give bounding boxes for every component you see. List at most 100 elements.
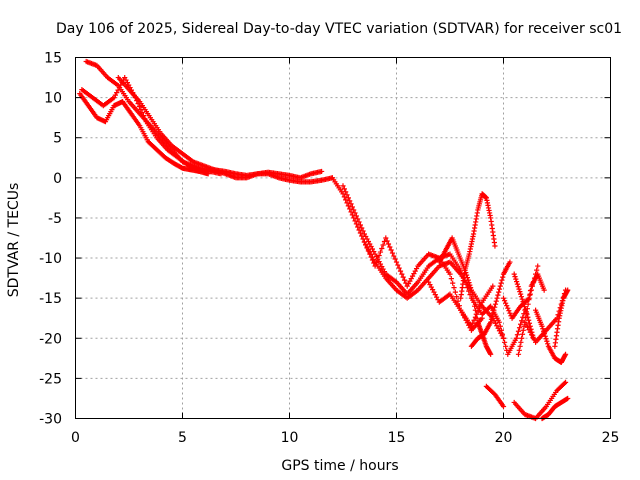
data-point: [383, 235, 389, 241]
series-arc-6: [340, 183, 485, 317]
plot-frame: [75, 57, 611, 419]
y-tick-label: -5: [48, 211, 62, 227]
data-point: [519, 318, 525, 324]
data-point: [344, 192, 350, 198]
data-point: [399, 271, 405, 277]
data-point: [516, 325, 523, 331]
data-point: [384, 238, 390, 244]
series-arc-10: [458, 191, 498, 301]
data-point: [490, 283, 496, 289]
series-arc-4: [115, 74, 325, 181]
data-point: [466, 288, 472, 294]
data-point: [544, 338, 550, 344]
data-point: [139, 110, 145, 116]
data-point: [367, 251, 373, 257]
y-axis-label: SDTVAR / TECUs: [6, 183, 22, 298]
x-tick-label: 15: [388, 430, 406, 446]
data-point: [347, 198, 353, 204]
x-tick-label: 10: [281, 430, 299, 446]
data-point: [476, 305, 483, 311]
data-point: [514, 279, 520, 285]
data-point: [136, 104, 143, 110]
data-point: [501, 339, 508, 345]
data-point: [385, 241, 392, 247]
data-point: [478, 302, 484, 308]
data-point: [517, 289, 523, 295]
data-point: [518, 339, 524, 345]
y-tick-label: 0: [53, 171, 62, 187]
data-point: [488, 319, 494, 325]
data-point: [516, 286, 522, 292]
data-points: [77, 58, 571, 422]
data-point: [526, 297, 532, 303]
data-point: [517, 343, 523, 349]
y-tick-label: 15: [44, 51, 62, 67]
data-point: [518, 291, 524, 297]
data-point: [357, 230, 363, 236]
data-point: [351, 207, 357, 213]
data-point: [377, 249, 384, 255]
data-point: [507, 310, 513, 316]
data-point: [468, 287, 474, 293]
data-point: [344, 200, 350, 206]
y-tick-label: 5: [53, 131, 62, 147]
data-point: [365, 248, 372, 254]
data-point: [515, 328, 522, 334]
series-arc-18: [483, 383, 507, 410]
series-arc-9: [436, 235, 494, 357]
data-point: [506, 308, 512, 314]
data-point: [343, 189, 349, 195]
x-tick-label: 25: [602, 430, 620, 446]
data-point: [565, 287, 571, 293]
y-tick-label: -25: [39, 371, 62, 387]
data-point: [497, 323, 503, 329]
series-arc-14: [511, 271, 537, 341]
data-point: [472, 303, 478, 309]
data-point: [565, 395, 571, 402]
data-point: [499, 331, 506, 337]
data-point: [488, 316, 495, 322]
data-point: [373, 259, 380, 266]
data-point: [470, 295, 476, 301]
data-point: [514, 281, 521, 287]
data-point: [392, 256, 398, 262]
series-arc-21: [552, 287, 571, 349]
data-point: [395, 262, 401, 268]
data-point: [496, 289, 502, 295]
data-point: [513, 335, 519, 341]
data-point: [511, 271, 517, 277]
series-arc-16: [533, 307, 569, 365]
data-point: [541, 287, 547, 293]
x-tick-label: 20: [495, 430, 513, 446]
data-point: [545, 341, 551, 347]
x-tick-labels: 0 5 10 15 20 25: [71, 430, 619, 446]
data-point: [534, 267, 540, 273]
data-point: [448, 276, 454, 282]
data-point: [497, 283, 503, 289]
data-point: [341, 186, 347, 192]
data-point: [535, 263, 541, 269]
data-point: [500, 274, 506, 280]
data-point: [503, 343, 509, 349]
data-point: [450, 280, 456, 286]
data-point: [340, 183, 346, 189]
data-point: [347, 206, 353, 212]
data-point: [496, 319, 502, 325]
data-point: [519, 296, 525, 302]
data-point: [500, 335, 507, 341]
data-point: [495, 292, 501, 298]
data-point: [540, 326, 546, 332]
data-point: [355, 216, 361, 222]
data-point: [455, 298, 461, 304]
data-point: [319, 168, 325, 175]
data-point: [500, 403, 507, 410]
data-point: [524, 306, 530, 312]
x-axis-label: GPS time / hours: [281, 458, 398, 474]
y-tick-label: -30: [39, 412, 62, 428]
data-point: [343, 197, 349, 203]
data-point: [348, 209, 354, 215]
data-point: [357, 222, 363, 228]
x-tick-label: 5: [178, 430, 187, 446]
data-point: [519, 335, 525, 341]
data-point: [474, 315, 480, 321]
